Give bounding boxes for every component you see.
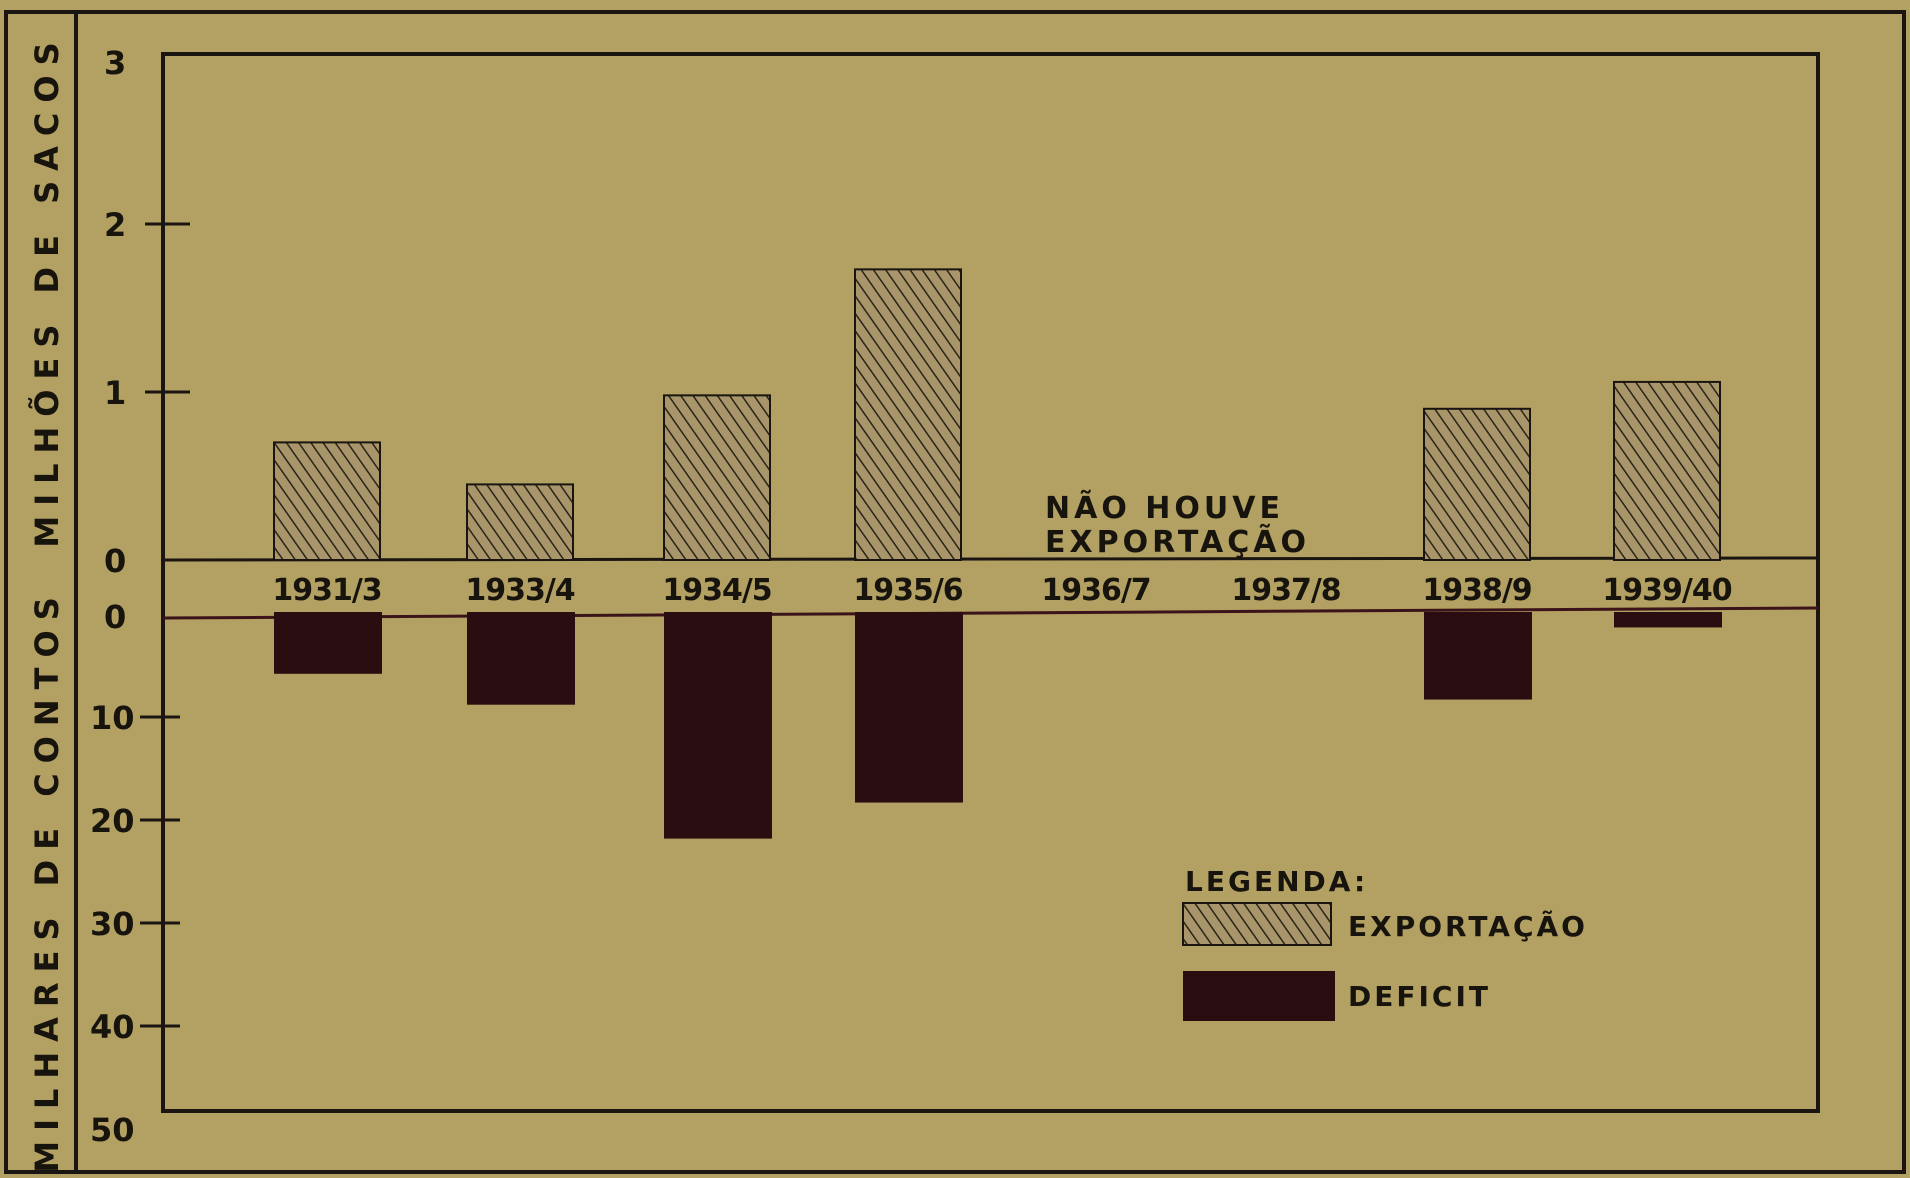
category-label: 1934/5 [662,573,771,608]
bottom-axis-title: MILHARES DE CONTOS [28,587,66,1172]
bottom-tick-label: 10 [90,699,135,737]
bar-deficit [855,612,963,803]
legend-label-deficit: DEFICIT [1348,980,1491,1013]
legend-swatch-deficit [1183,971,1335,1021]
category-label: 1936/7 [1041,573,1150,608]
bar-deficit [664,612,772,839]
legend-label-exportacao: EXPORTAÇÃO [1348,909,1588,943]
plot-frame [161,52,1820,1113]
bar-exportacao [1423,407,1531,561]
top-tick-label: 1 [104,374,126,412]
top-tick-label: 0 [104,542,126,580]
category-label: 1939/40 [1602,573,1731,608]
category-label: 1935/6 [853,573,962,608]
annotation-line-1: NÃO HOUVE [1045,489,1284,526]
bar-exportacao [273,441,381,561]
bottom-tick-label: 20 [90,802,135,840]
top-tick-label: 2 [104,206,126,244]
bottom-tick-label: 30 [90,905,135,943]
legend-swatch-exportacao [1182,902,1332,946]
bar-exportacao [466,483,574,561]
category-label: 1938/9 [1422,573,1531,608]
category-label: 1931/3 [272,573,381,608]
legend: LEGENDA: EXPORTAÇÃO DEFICIT [1182,865,1588,1021]
category-label: 1937/8 [1231,573,1340,608]
bar-deficit [467,612,575,705]
bar-exportacao [1613,380,1721,562]
bottom-tick-label: 50 [90,1111,135,1149]
bottom-baseline [162,606,1819,620]
legend-title: LEGENDA: [1185,865,1368,898]
category-label: 1933/4 [465,573,574,608]
bar-exportacao [663,394,771,561]
outer-frame [4,10,1906,1174]
bottom-tick-label: 40 [90,1008,135,1046]
bar-deficit [1424,612,1532,700]
bottom-tick-label: 0 [104,598,126,636]
top-baseline [162,556,1819,562]
annotation-line-2: EXPORTAÇÃO [1045,523,1310,560]
bar-deficit [274,612,382,674]
top-tick-label: 3 [104,44,126,82]
bar-exportacao [854,268,962,561]
top-axis-title: MILHÕES DE SACOS [27,32,66,547]
bar-deficit [1614,612,1722,628]
